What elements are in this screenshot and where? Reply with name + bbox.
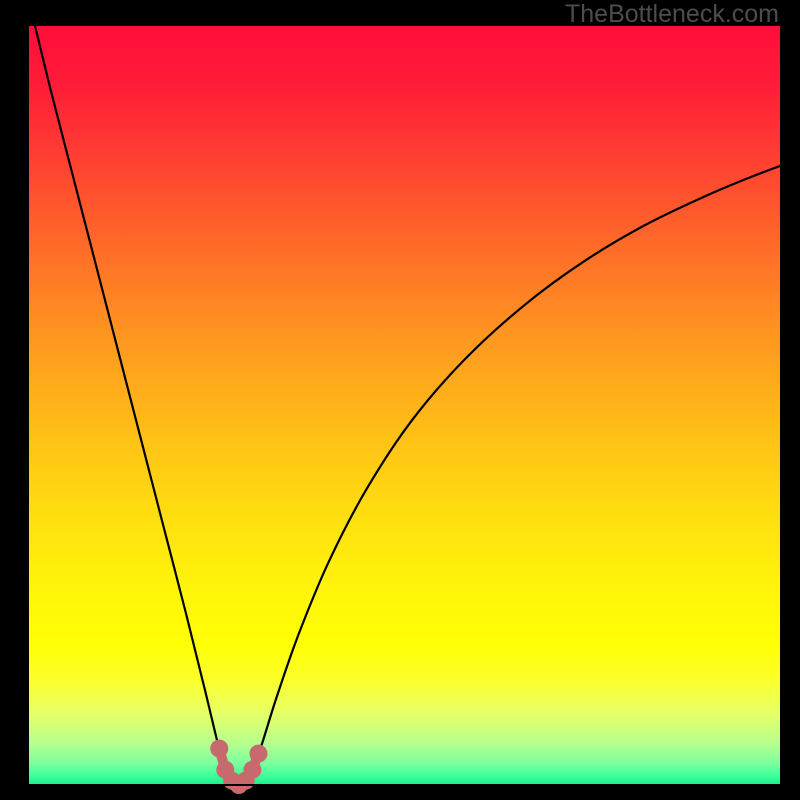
bottleneck-chart	[28, 25, 781, 785]
watermark-text: TheBottleneck.com	[565, 0, 779, 29]
